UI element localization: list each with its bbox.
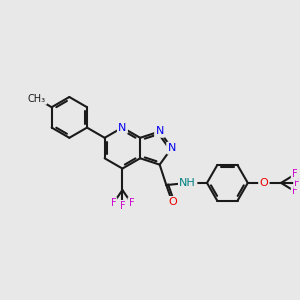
Text: O: O	[168, 197, 177, 207]
Text: F: F	[294, 178, 300, 188]
Text: NH: NH	[179, 178, 196, 188]
Text: N: N	[155, 127, 164, 136]
Text: N: N	[167, 143, 176, 153]
Text: CH₃: CH₃	[28, 94, 46, 103]
Text: F: F	[292, 169, 298, 179]
Text: N: N	[118, 123, 127, 133]
Text: O: O	[260, 178, 268, 188]
Text: F: F	[120, 201, 125, 211]
Text: F: F	[110, 198, 116, 208]
Text: F: F	[292, 186, 298, 196]
Text: F: F	[129, 198, 134, 208]
